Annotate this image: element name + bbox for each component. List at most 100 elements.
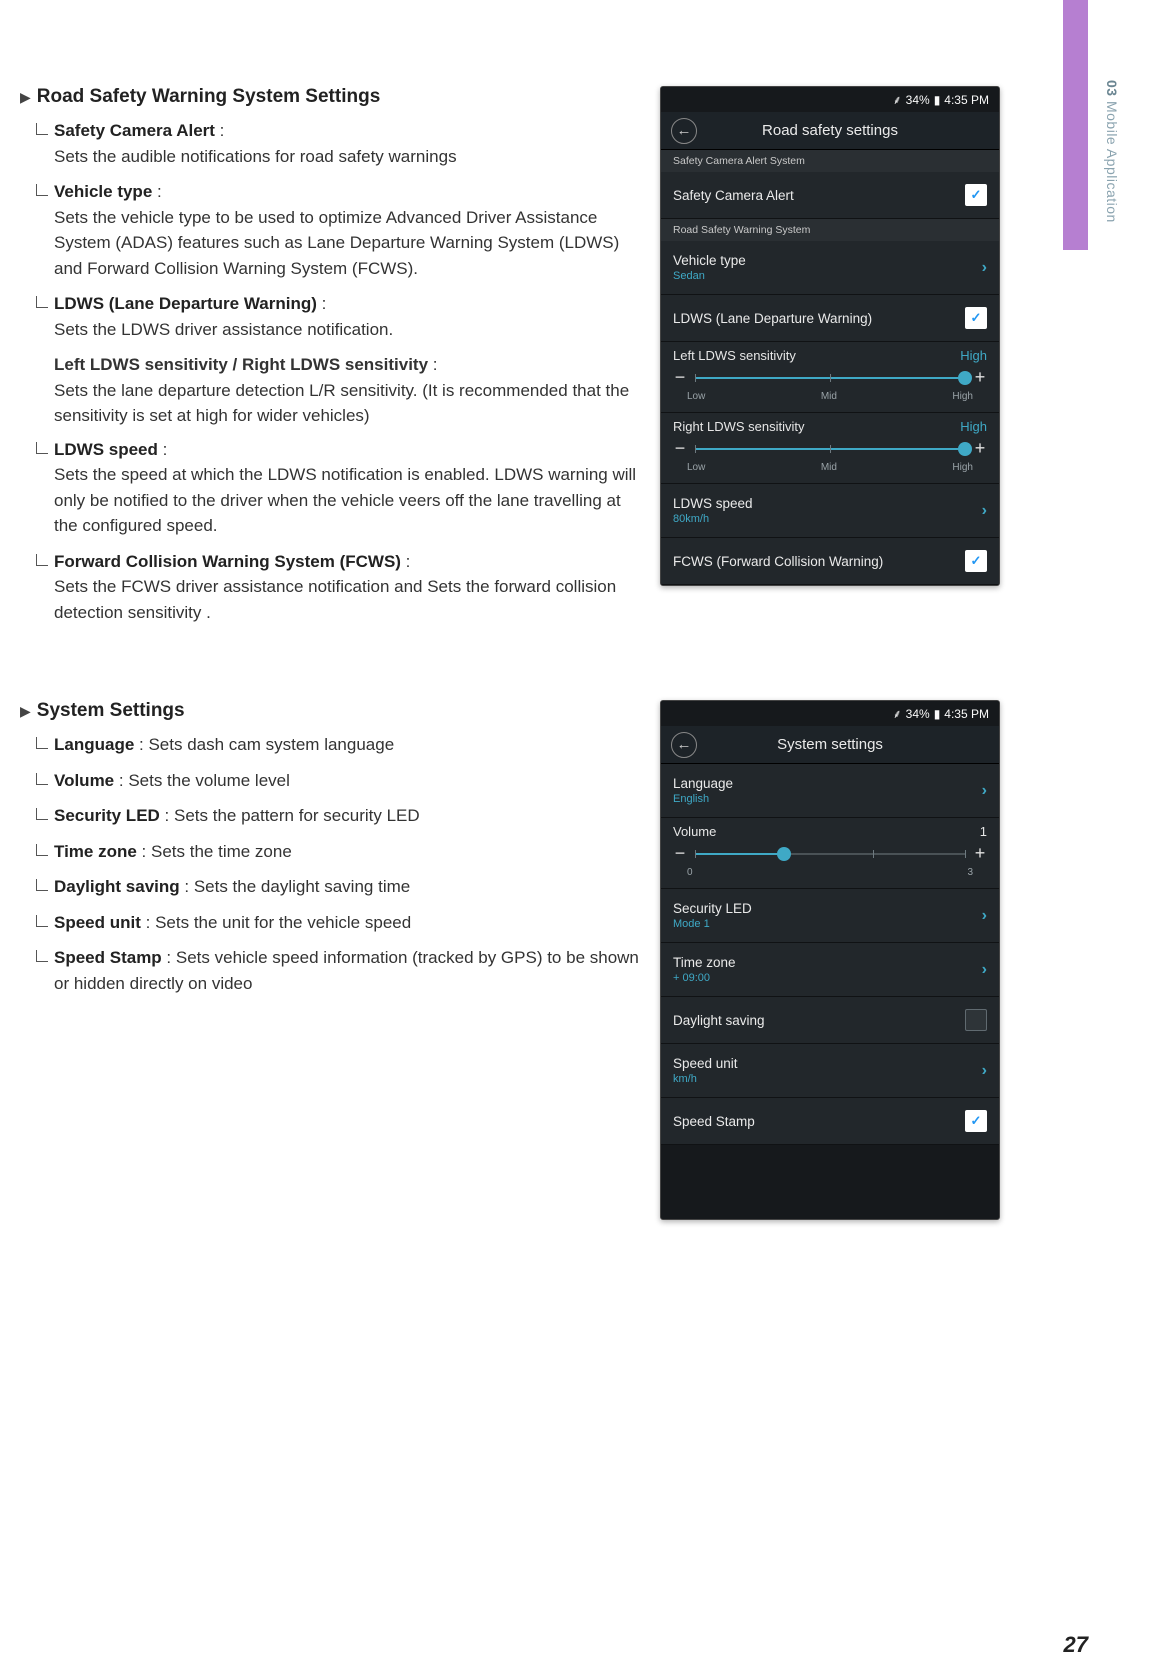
chevron-right-icon: › — [982, 502, 987, 520]
check-icon[interactable]: ✓ — [965, 1110, 987, 1132]
tick-label: High — [952, 462, 973, 473]
tick-label: Mid — [821, 391, 837, 402]
slider-right-ldws[interactable]: Right LDWS sensitivity High − + Low Mid — [661, 413, 999, 484]
row-fcws[interactable]: FCWS (Forward Collision Warning) ✓ — [661, 538, 999, 585]
minus-icon[interactable]: − — [673, 438, 687, 459]
row-speed-unit[interactable]: Speed unit km/h › — [661, 1044, 999, 1098]
row-label: Speed unit — [673, 1056, 738, 1071]
slider-value: High — [960, 348, 987, 363]
slider-knob[interactable] — [958, 371, 972, 385]
section-system: ▶ System Settings Language : Sets dash c… — [20, 700, 1030, 1220]
item-desc: Sets the unit for the vehicle speed — [155, 913, 411, 932]
check-icon[interactable]: ✓ — [965, 1009, 987, 1031]
row-label: LDWS speed — [673, 496, 753, 511]
back-button[interactable]: ← — [671, 118, 697, 144]
sub-marker-icon — [36, 879, 48, 891]
check-icon[interactable]: ✓ — [965, 550, 987, 572]
item-desc: Sets the FCWS driver assistance notifica… — [54, 577, 616, 622]
check-icon[interactable]: ✓ — [965, 307, 987, 329]
sub-marker-icon — [36, 950, 48, 962]
triangle-icon: ▶ — [20, 703, 31, 720]
row-label: Safety Camera Alert — [673, 188, 794, 203]
row-language[interactable]: Language English › — [661, 764, 999, 818]
slider-volume[interactable]: Volume 1 − + 0 3 — [661, 818, 999, 889]
section1-heading: Road Safety Warning System Settings — [37, 86, 380, 108]
minus-icon[interactable]: − — [673, 367, 687, 388]
clock: 4:35 PM — [944, 707, 989, 721]
row-label: Daylight saving — [673, 1013, 765, 1028]
row-time-zone[interactable]: Time zone + 09:00 › — [661, 943, 999, 997]
slider-track[interactable] — [695, 448, 965, 450]
row-safety-camera-alert[interactable]: Safety Camera Alert ✓ — [661, 172, 999, 219]
item-title: LDWS (Lane Departure Warning) — [54, 294, 317, 313]
row-sublabel: English — [673, 793, 733, 805]
tick-label: Low — [687, 462, 705, 473]
chapter-name: Mobile Application — [1104, 101, 1120, 223]
screen-title: Road safety settings — [762, 122, 898, 139]
item-title: Speed Stamp — [54, 948, 162, 967]
plus-icon[interactable]: + — [973, 438, 987, 459]
row-sublabel: 80km/h — [673, 513, 753, 525]
check-icon[interactable]: ✓ — [965, 184, 987, 206]
sub-marker-icon — [36, 808, 48, 820]
item-desc: Sets the volume level — [128, 771, 290, 790]
battery-pct: 34% — [906, 93, 930, 107]
title-bar: ← Road safety settings — [661, 112, 999, 150]
back-button[interactable]: ← — [671, 732, 697, 758]
sub-marker-icon — [36, 915, 48, 927]
slider-knob[interactable] — [958, 442, 972, 456]
status-bar: ⸙ 34% ▮ 4:35 PM — [661, 701, 999, 726]
item-extra-desc: Sets the lane departure detection L/R se… — [54, 381, 629, 426]
chapter-number: 03 — [1104, 80, 1120, 97]
item-title: Daylight saving — [54, 877, 180, 896]
slider-track[interactable] — [695, 377, 965, 379]
row-sublabel: Sedan — [673, 270, 746, 282]
tick-label: High — [952, 391, 973, 402]
item-desc: Sets the daylight saving time — [194, 877, 410, 896]
row-ldws-speed[interactable]: LDWS speed 80km/h › — [661, 484, 999, 538]
item-desc: Sets dash cam system language — [148, 735, 394, 754]
item-desc: Sets the audible notifications for road … — [54, 147, 457, 166]
item-title: Volume — [54, 771, 114, 790]
section-road-safety: ▶ Road Safety Warning System Settings Sa… — [20, 86, 1030, 635]
row-vehicle-type[interactable]: Vehicle type Sedan › — [661, 241, 999, 295]
section-header: Road Safety Warning System — [661, 219, 999, 241]
chevron-right-icon: › — [982, 1062, 987, 1080]
tick-label: Low — [687, 391, 705, 402]
row-sublabel: km/h — [673, 1073, 738, 1085]
clock: 4:35 PM — [944, 93, 989, 107]
page-number: 27 — [1064, 1632, 1088, 1658]
item-desc: Sets the LDWS driver assistance notifica… — [54, 320, 393, 339]
plus-icon[interactable]: + — [973, 843, 987, 864]
slider-left-ldws[interactable]: Left LDWS sensitivity High − + Low Mid — [661, 342, 999, 413]
row-sublabel: Mode 1 — [673, 918, 752, 930]
row-security-led[interactable]: Security LED Mode 1 › — [661, 889, 999, 943]
slider-track[interactable] — [695, 853, 965, 855]
item-desc: Sets the speed at which the LDWS notific… — [54, 465, 636, 535]
item-extra-title: Left LDWS sensitivity / Right LDWS sensi… — [54, 355, 428, 374]
battery-pct: 34% — [906, 707, 930, 721]
row-speed-stamp[interactable]: Speed Stamp ✓ — [661, 1098, 999, 1145]
sub-marker-icon — [36, 554, 48, 566]
item-title: Security LED — [54, 806, 160, 825]
slider-label: Right LDWS sensitivity — [673, 419, 804, 434]
side-tab — [1063, 0, 1088, 250]
chevron-right-icon: › — [982, 259, 987, 277]
sub-marker-icon — [36, 737, 48, 749]
side-chapter-label: 03 Mobile Application — [1104, 80, 1120, 223]
row-label: FCWS (Forward Collision Warning) — [673, 554, 883, 569]
plus-icon[interactable]: + — [973, 367, 987, 388]
phone-road-safety: ⸙ 34% ▮ 4:35 PM ← Road safety settings S… — [660, 86, 1000, 586]
row-sublabel: + 09:00 — [673, 972, 736, 984]
tick-label: 0 — [687, 867, 693, 878]
battery-icon: ▮ — [934, 707, 941, 721]
row-label: Language — [673, 776, 733, 791]
row-daylight-saving[interactable]: Daylight saving ✓ — [661, 997, 999, 1044]
wifi-icon: ⸙ — [893, 705, 902, 722]
row-ldws[interactable]: LDWS (Lane Departure Warning) ✓ — [661, 295, 999, 342]
slider-knob[interactable] — [777, 847, 791, 861]
section2-heading: System Settings — [37, 700, 185, 722]
item-title: Speed unit — [54, 913, 141, 932]
chevron-right-icon: › — [982, 782, 987, 800]
minus-icon[interactable]: − — [673, 843, 687, 864]
